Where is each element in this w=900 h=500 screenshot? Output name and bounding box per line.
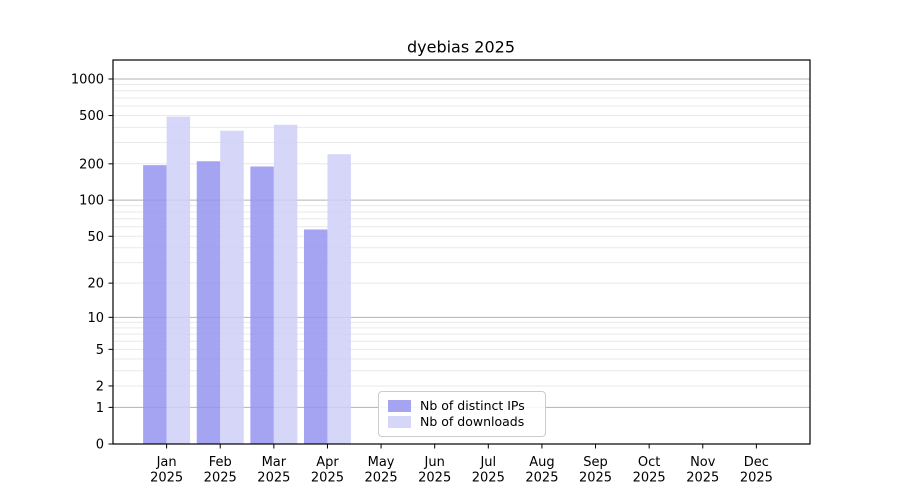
bar-ips-apr [303,229,328,444]
y-tick-label: 50 [87,230,104,245]
y-tick-label: 0 [96,438,104,453]
y-tick-label: 2 [96,379,104,394]
y-tick-label: 1 [96,401,104,416]
x-tick-label-year: 2025 [472,471,505,486]
legend-swatch-downloads [388,416,411,429]
x-tick-label-month: Nov [690,455,716,470]
bar-ips-feb [196,161,221,444]
x-tick-label-month: Mar [262,455,287,470]
x-tick-label-year: 2025 [525,471,558,486]
x-tick-label-month: Feb [209,455,232,470]
x-tick-label-month: Jan [156,455,177,470]
bar-ips-mar [250,166,274,444]
x-tick-label-month: Oct [638,455,660,470]
bar-downloads-feb [220,130,244,444]
legend-label-distinct-ips: Nb of distinct IPs [420,397,525,413]
y-tick-label: 500 [79,109,104,124]
axis-labels-group: 01251020501002005001000Jan2025Feb2025Mar… [71,72,773,485]
bars-group [143,116,351,445]
legend-item-distinct-ips: Nb of distinct IPs [388,397,536,413]
plot-border [112,59,811,445]
legend-swatch-distinct-ips [388,399,411,412]
bar-downloads-mar [273,124,298,444]
legend-label-downloads: Nb of downloads [420,414,525,429]
x-tick-label-month: Dec [744,455,769,470]
y-tick-label: 1000 [71,72,104,87]
legend: Nb of distinct IPs Nb of downloads [378,391,546,437]
x-tick-label-year: 2025 [150,471,183,486]
legend-item-downloads: Nb of downloads [388,414,536,429]
x-tick-label-year: 2025 [633,471,666,486]
x-tick-label-year: 2025 [257,471,290,486]
y-tick-label: 100 [79,194,104,209]
x-tick-label-year: 2025 [365,471,398,486]
x-tick-label-year: 2025 [311,471,344,486]
x-tick-label-year: 2025 [204,471,237,486]
bar-downloads-jan [166,116,191,444]
x-tick-label-month: Apr [316,455,339,470]
x-tick-label-month: Sep [583,455,608,470]
axis-ticks-group [108,78,757,449]
y-tick-label: 200 [79,157,104,172]
x-tick-label-year: 2025 [740,471,773,486]
x-tick-label-month: Aug [529,455,554,470]
x-tick-label-month: Jul [479,455,496,470]
y-tick-label: 20 [87,277,104,292]
bar-downloads-apr [327,154,351,444]
x-tick-label-year: 2025 [418,471,451,486]
bar-ips-jan [143,165,167,445]
y-tick-label: 10 [87,311,104,326]
x-tick-label-month: May [368,455,395,470]
y-tick-label: 5 [96,343,104,358]
x-tick-label-month: Jun [424,455,445,470]
x-tick-label-year: 2025 [579,471,612,486]
x-tick-label-year: 2025 [686,471,719,486]
chart-title: dyebias 2025 [407,38,515,57]
